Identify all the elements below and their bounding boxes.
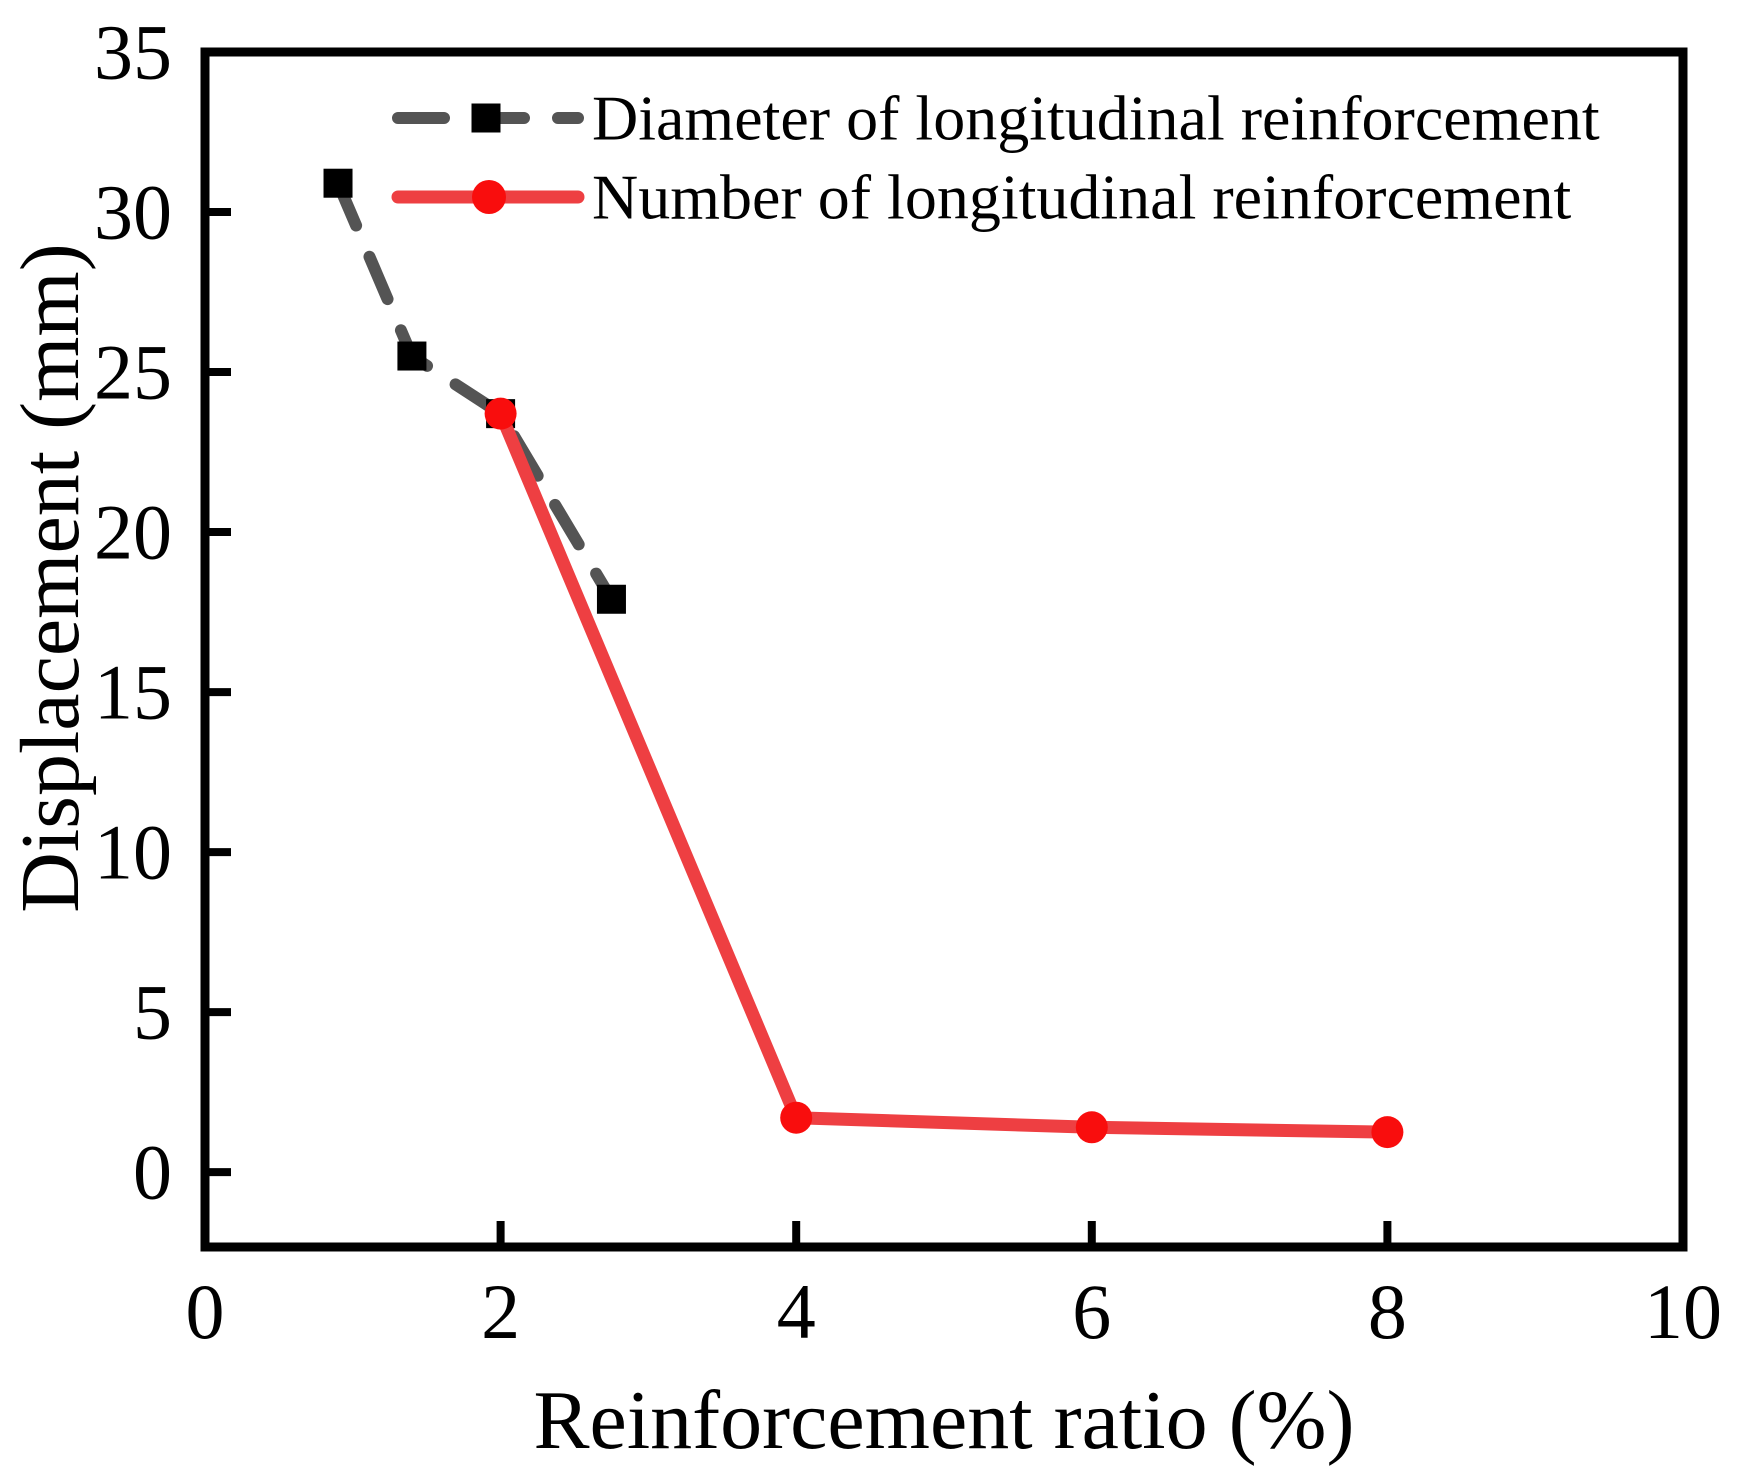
y-tick-label: 20 xyxy=(94,489,172,576)
data-point-marker-diameter xyxy=(323,168,353,198)
legend-marker-circle xyxy=(472,180,506,214)
y-axis-title: Displacement (mm) xyxy=(4,243,97,912)
y-tick-label: 10 xyxy=(94,809,172,896)
x-tick-label: 0 xyxy=(186,1268,225,1355)
x-tick-label: 6 xyxy=(1072,1268,1111,1355)
legend-marker-square xyxy=(471,103,501,133)
y-tick-label: 0 xyxy=(133,1129,172,1216)
data-point-marker-number xyxy=(780,1101,813,1134)
legend-label-number: Number of longitudinal reinforcement xyxy=(592,162,1571,233)
chart-generated-layer: 0 5 10 15 20 25 30 35 0 2 4 6 8 10 xyxy=(94,9,1722,1356)
y-tick-label: 30 xyxy=(94,169,172,256)
legend-label-diameter: Diameter of longitudinal reinforcement xyxy=(592,83,1600,154)
x-tick-label: 2 xyxy=(481,1268,520,1355)
data-point-marker-diameter xyxy=(596,584,626,614)
y-tick-label: 15 xyxy=(94,649,172,736)
y-tick-label: 35 xyxy=(94,9,172,96)
x-tick-label: 4 xyxy=(777,1268,816,1355)
x-axis-title: Reinforcement ratio (%) xyxy=(534,1374,1355,1467)
x-tick-label: 8 xyxy=(1368,1268,1407,1355)
y-tick-label: 5 xyxy=(133,969,172,1056)
series-line-0 xyxy=(332,177,618,606)
data-point-marker-diameter xyxy=(397,341,427,371)
data-point-marker-number xyxy=(1075,1111,1108,1144)
data-point-marker-number xyxy=(484,397,517,430)
series-line-1 xyxy=(494,407,1394,1139)
plot-border xyxy=(200,47,1688,1252)
data-point-marker-number xyxy=(1371,1116,1404,1149)
y-tick-label: 25 xyxy=(94,329,172,416)
x-tick-label: 10 xyxy=(1644,1268,1722,1355)
